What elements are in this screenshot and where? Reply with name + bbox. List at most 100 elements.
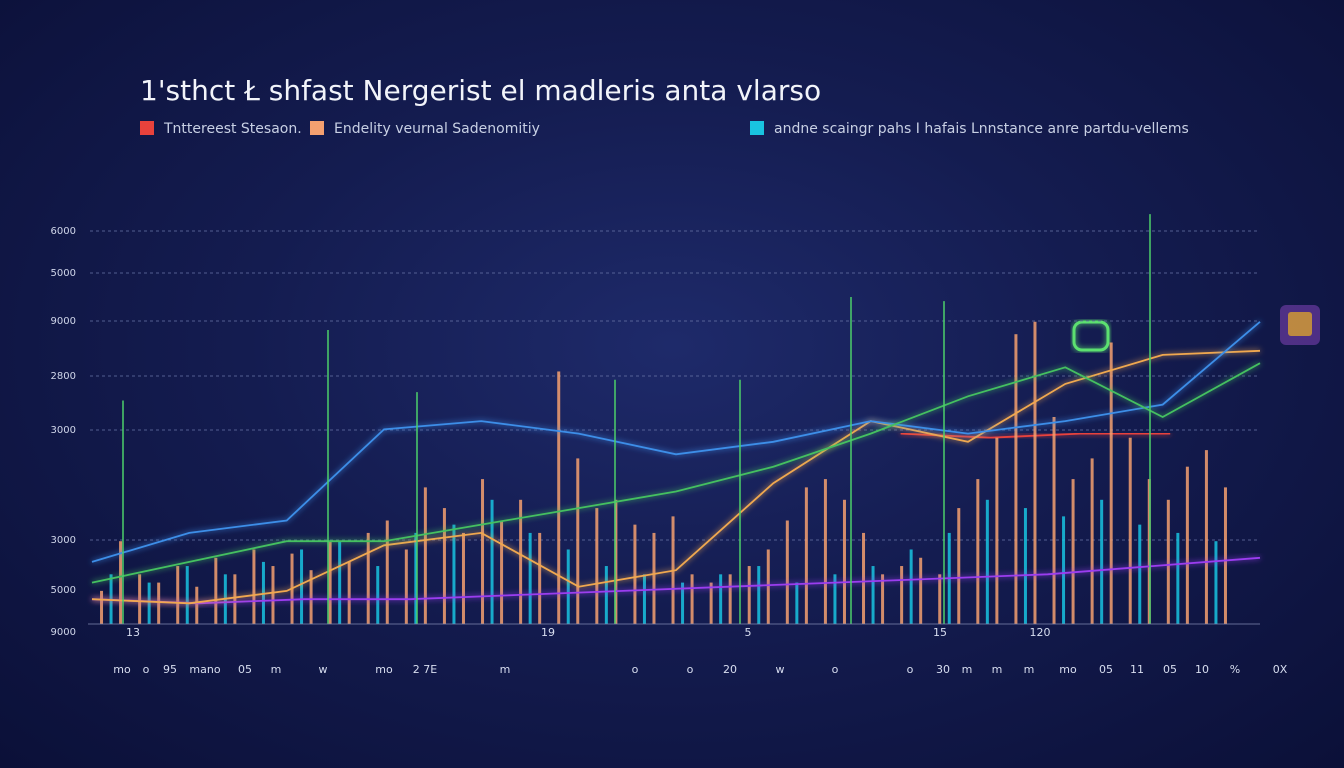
bar	[376, 566, 380, 624]
y-tick-label: 5000	[51, 268, 76, 279]
bar	[1176, 532, 1180, 624]
x-tick-label: m	[500, 663, 511, 676]
x-tick-label: w	[319, 663, 328, 676]
bar	[442, 508, 446, 624]
x-tick-label: m	[271, 663, 282, 676]
x-tick-label: o	[907, 663, 914, 676]
x-tick-label: w	[776, 663, 785, 676]
bar	[1033, 321, 1037, 624]
series-line	[91, 321, 1261, 563]
y-tick-label: 3000	[51, 535, 76, 546]
bar	[690, 574, 694, 624]
bar	[452, 524, 456, 624]
bar	[938, 574, 942, 624]
bar	[271, 566, 275, 624]
x-tick-label: 19	[541, 626, 555, 639]
bar	[652, 532, 656, 624]
x-tick-label: 15	[933, 626, 947, 639]
x-tick-label: 30	[936, 663, 950, 676]
x-tick-label: 95	[163, 663, 177, 676]
legend-label: Tnttereest Stesaon.	[163, 121, 302, 137]
bar	[1071, 479, 1075, 624]
legend-swatch	[310, 121, 324, 135]
bar	[604, 566, 608, 624]
bar	[823, 479, 827, 624]
bar	[576, 458, 580, 624]
chart-title: 1'sthct Ł shfast Nergerist el madleris a…	[140, 74, 821, 107]
bar	[1100, 499, 1104, 624]
bar	[528, 532, 532, 624]
bar	[461, 532, 465, 624]
y-tick-label: 9000	[51, 627, 76, 638]
bar	[1166, 499, 1170, 624]
bar	[338, 541, 342, 624]
bar	[1138, 524, 1142, 624]
bar	[261, 561, 265, 624]
bar	[871, 566, 875, 624]
bar	[100, 590, 104, 624]
bar	[757, 566, 761, 624]
x-tick-label: o	[632, 663, 639, 676]
bar	[309, 570, 313, 624]
x-tick-label: 13	[126, 626, 140, 639]
bar	[423, 487, 427, 624]
bar	[595, 508, 599, 624]
bar	[176, 566, 180, 624]
bar	[414, 532, 418, 624]
bar	[919, 557, 923, 624]
x-tick-label: 5	[745, 626, 752, 639]
bar	[1109, 342, 1113, 624]
bar	[900, 566, 904, 624]
bar	[1128, 437, 1132, 624]
bar	[985, 499, 989, 624]
bar	[1185, 466, 1189, 624]
bar	[766, 549, 770, 624]
bar	[614, 499, 618, 624]
bar	[185, 566, 189, 624]
bar	[214, 557, 218, 624]
bar	[1223, 487, 1227, 624]
x-tick-label: mo	[113, 663, 131, 676]
bar	[909, 549, 913, 624]
bar	[842, 499, 846, 624]
bar	[147, 582, 151, 624]
bar	[404, 549, 408, 624]
bar	[1204, 450, 1208, 624]
bar	[728, 574, 732, 624]
x-tick-label: m	[992, 663, 1003, 676]
series-line	[91, 349, 1261, 605]
y-tick-label: 2800	[51, 371, 76, 382]
y-tick-label: 9000	[51, 316, 76, 327]
x-tick-label: 0X	[1273, 663, 1288, 676]
y-tick-label: 6000	[51, 226, 76, 237]
bar	[785, 520, 789, 624]
bar	[195, 586, 199, 624]
legend: Tnttereest Stesaon. Endelity veurnal Sade…	[140, 121, 1189, 137]
bar	[719, 574, 723, 624]
x-tick-label: 20	[723, 663, 737, 676]
x-tick-label: m	[1024, 663, 1035, 676]
bar	[519, 499, 523, 624]
bar	[557, 371, 561, 624]
bar	[366, 532, 370, 624]
bar	[709, 582, 713, 624]
bar	[795, 582, 799, 624]
x-tick-label: m	[962, 663, 973, 676]
x-tick-label: %	[1230, 663, 1240, 676]
bar	[252, 549, 256, 624]
bar	[1023, 508, 1027, 624]
legend-label: Endelity veurnal Sadenomitiy	[334, 121, 540, 137]
bar	[995, 437, 999, 624]
decor-icon	[1072, 320, 1110, 352]
legend-swatch	[750, 121, 764, 135]
x-tick-label: o	[832, 663, 839, 676]
series-line	[91, 362, 1261, 584]
x-tick-label: 11	[1130, 663, 1144, 676]
bar	[1014, 334, 1018, 624]
bar	[1062, 516, 1066, 624]
x-tick-label: mano	[189, 663, 220, 676]
bar	[138, 574, 142, 624]
x-tick-label: 05	[238, 663, 252, 676]
x-tick-label: o	[143, 663, 150, 676]
legend-swatch	[140, 121, 154, 135]
